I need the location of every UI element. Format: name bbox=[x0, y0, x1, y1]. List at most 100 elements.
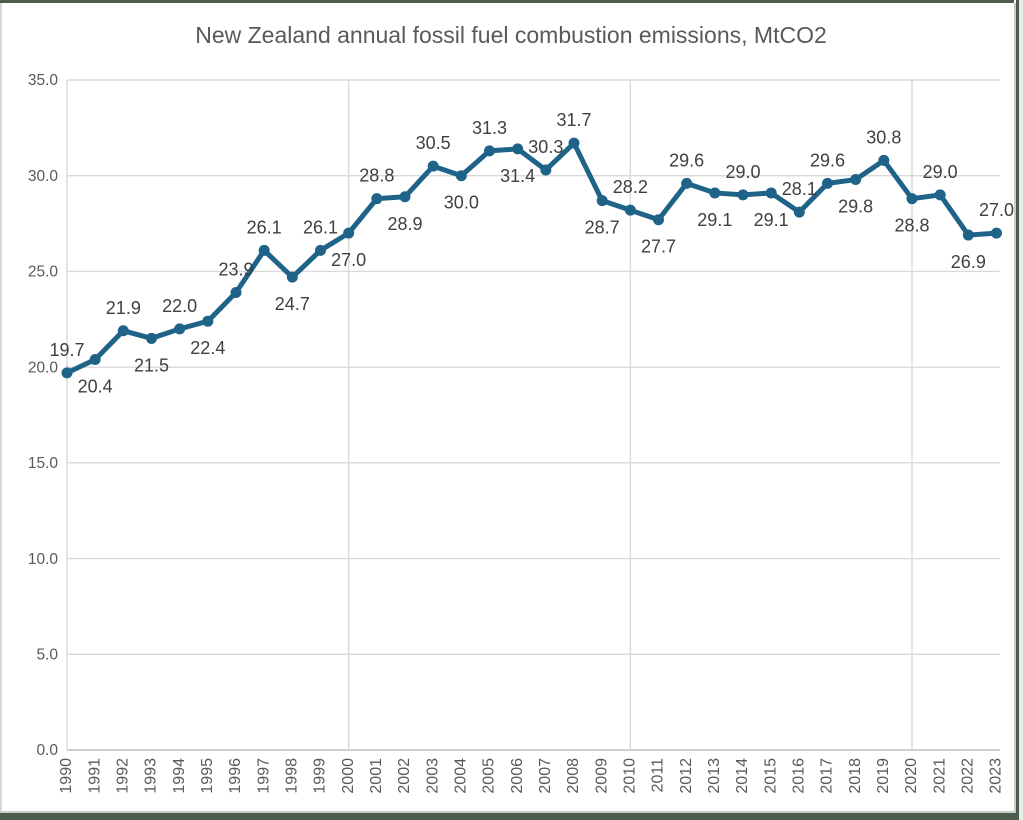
emissions-line bbox=[64, 140, 999, 376]
data-point-marker bbox=[117, 325, 129, 337]
x-axis-tick-label: 2008 bbox=[565, 758, 582, 794]
data-point-label: 27.7 bbox=[641, 237, 676, 257]
data-labels-group: 19.7 20.4 21.9 21.5 22.0 22.4 23.9 26.1 24.7 26.1… bbox=[49, 110, 1014, 396]
x-axis-tick-label: 2002 bbox=[396, 758, 413, 794]
x-axis-tick-label: 1990 bbox=[58, 758, 75, 794]
x-axis-tick-label: 2005 bbox=[481, 758, 498, 794]
data-point-label: 29.1 bbox=[754, 210, 789, 230]
data-point-marker bbox=[850, 174, 862, 186]
data-point-label: 22.0 bbox=[162, 296, 197, 316]
x-axis-tick-label: 2003 bbox=[424, 758, 441, 794]
data-point-marker bbox=[512, 143, 524, 155]
data-point-label: 31.4 bbox=[500, 166, 535, 186]
x-axis-tick-label: 2000 bbox=[340, 758, 357, 794]
data-point-marker bbox=[484, 145, 495, 157]
data-point-label: 19.7 bbox=[49, 340, 84, 360]
data-point-marker bbox=[737, 189, 749, 201]
emissions-series-group bbox=[61, 137, 1002, 379]
data-point-label: 23.9 bbox=[218, 259, 253, 279]
chart-title: New Zealand annual fossil fuel combustio… bbox=[195, 22, 827, 48]
data-point-label: 26.1 bbox=[303, 217, 338, 237]
data-point-marker bbox=[343, 227, 355, 239]
data-point-label: 27.0 bbox=[331, 250, 366, 270]
x-axis-tick-label: 2017 bbox=[819, 758, 836, 794]
x-axis-tick-label: 1998 bbox=[284, 758, 301, 794]
data-point-marker bbox=[146, 332, 157, 344]
x-axis-tick-labels: 1990 1991 1992 1993 1994 1995 1996 1997 1998 1999… bbox=[58, 758, 1005, 794]
data-point-label: 30.8 bbox=[866, 127, 901, 147]
data-point-label: 21.5 bbox=[134, 355, 169, 375]
data-point-marker bbox=[568, 137, 580, 149]
data-point-marker bbox=[427, 160, 439, 172]
data-point-label: 30.5 bbox=[416, 133, 451, 153]
chart-object-border-right bbox=[1014, 3, 1016, 813]
data-point-marker bbox=[89, 353, 101, 365]
window-border-right bbox=[1016, 0, 1019, 820]
x-axis-tick-label: 2022 bbox=[960, 758, 977, 794]
data-point-label: 29.0 bbox=[725, 162, 760, 182]
x-axis-tick-label: 2021 bbox=[931, 758, 948, 794]
x-axis-tick-label: 1993 bbox=[143, 758, 160, 794]
data-point-marker bbox=[174, 323, 186, 335]
data-point-label: 30.0 bbox=[444, 193, 479, 213]
chart-object-border-bottom bbox=[0, 811, 1016, 813]
x-axis-tick-label: 1996 bbox=[227, 758, 244, 794]
window-edge-right bbox=[1019, 0, 1023, 820]
x-axis-tick-label: 2015 bbox=[762, 758, 779, 794]
data-point-marker bbox=[793, 206, 805, 218]
x-axis-tick-label: 1995 bbox=[199, 758, 216, 794]
data-point-marker bbox=[540, 164, 552, 176]
data-point-label: 28.1 bbox=[782, 179, 817, 199]
x-axis-tick-label: 2011 bbox=[650, 758, 667, 793]
data-point-marker bbox=[934, 189, 946, 201]
data-point-marker bbox=[399, 191, 411, 203]
data-point-label: 28.8 bbox=[359, 166, 394, 186]
x-axis-tick-label: 2016 bbox=[791, 758, 808, 794]
y-axis-tick-label: 0.0 bbox=[36, 742, 58, 759]
data-point-label: 29.1 bbox=[697, 210, 732, 230]
data-point-label: 29.0 bbox=[923, 162, 958, 182]
data-point-marker bbox=[962, 229, 974, 241]
x-axis-tick-label: 1994 bbox=[171, 758, 188, 794]
data-point-label: 26.1 bbox=[247, 217, 282, 237]
data-point-label: 22.4 bbox=[190, 338, 225, 358]
y-axis-tick-labels: 0.0 5.0 10.0 15.0 20.0 25.0 30.0 35.0 bbox=[28, 72, 59, 759]
y-axis-tick-label: 10.0 bbox=[28, 551, 59, 568]
data-point-label: 29.6 bbox=[810, 150, 845, 170]
data-point-marker bbox=[681, 177, 693, 189]
data-point-marker bbox=[653, 214, 664, 226]
data-point-label: 31.3 bbox=[472, 118, 507, 138]
data-point-marker bbox=[906, 193, 918, 205]
x-axis-tick-label: 2010 bbox=[622, 758, 639, 794]
data-point-marker bbox=[878, 154, 890, 166]
data-point-label: 26.9 bbox=[951, 252, 986, 272]
y-axis-tick-label: 35.0 bbox=[28, 72, 59, 89]
data-point-label: 28.8 bbox=[894, 216, 929, 236]
x-axis-tick-label: 2012 bbox=[678, 758, 695, 794]
x-axis-tick-label: 2023 bbox=[988, 758, 1005, 794]
data-point-marker bbox=[596, 195, 608, 207]
data-point-marker bbox=[455, 170, 467, 182]
x-axis-tick-label: 1992 bbox=[115, 758, 132, 794]
x-axis-tick-label: 1997 bbox=[255, 758, 272, 794]
data-point-label: 21.9 bbox=[106, 298, 141, 318]
y-axis-tick-label: 15.0 bbox=[28, 455, 59, 472]
window-border-left bbox=[0, 3, 2, 811]
y-axis-tick-label: 25.0 bbox=[28, 264, 59, 281]
data-point-marker bbox=[709, 187, 721, 199]
x-axis-tick-label: 2018 bbox=[847, 758, 864, 794]
data-point-label: 27.0 bbox=[979, 200, 1014, 220]
x-axis-tick-label: 2020 bbox=[903, 758, 920, 794]
x-axis-tick-label: 2014 bbox=[734, 758, 751, 794]
x-axis-tick-label: 2001 bbox=[368, 758, 385, 794]
data-point-marker bbox=[258, 244, 270, 256]
x-axis-tick-label: 2013 bbox=[706, 758, 723, 794]
data-point-label: 31.7 bbox=[556, 110, 591, 130]
data-point-marker bbox=[202, 315, 214, 327]
data-point-marker bbox=[991, 227, 1002, 239]
x-axis-tick-label: 2007 bbox=[537, 758, 554, 794]
data-point-marker bbox=[315, 244, 326, 256]
data-point-label: 20.4 bbox=[78, 376, 113, 396]
